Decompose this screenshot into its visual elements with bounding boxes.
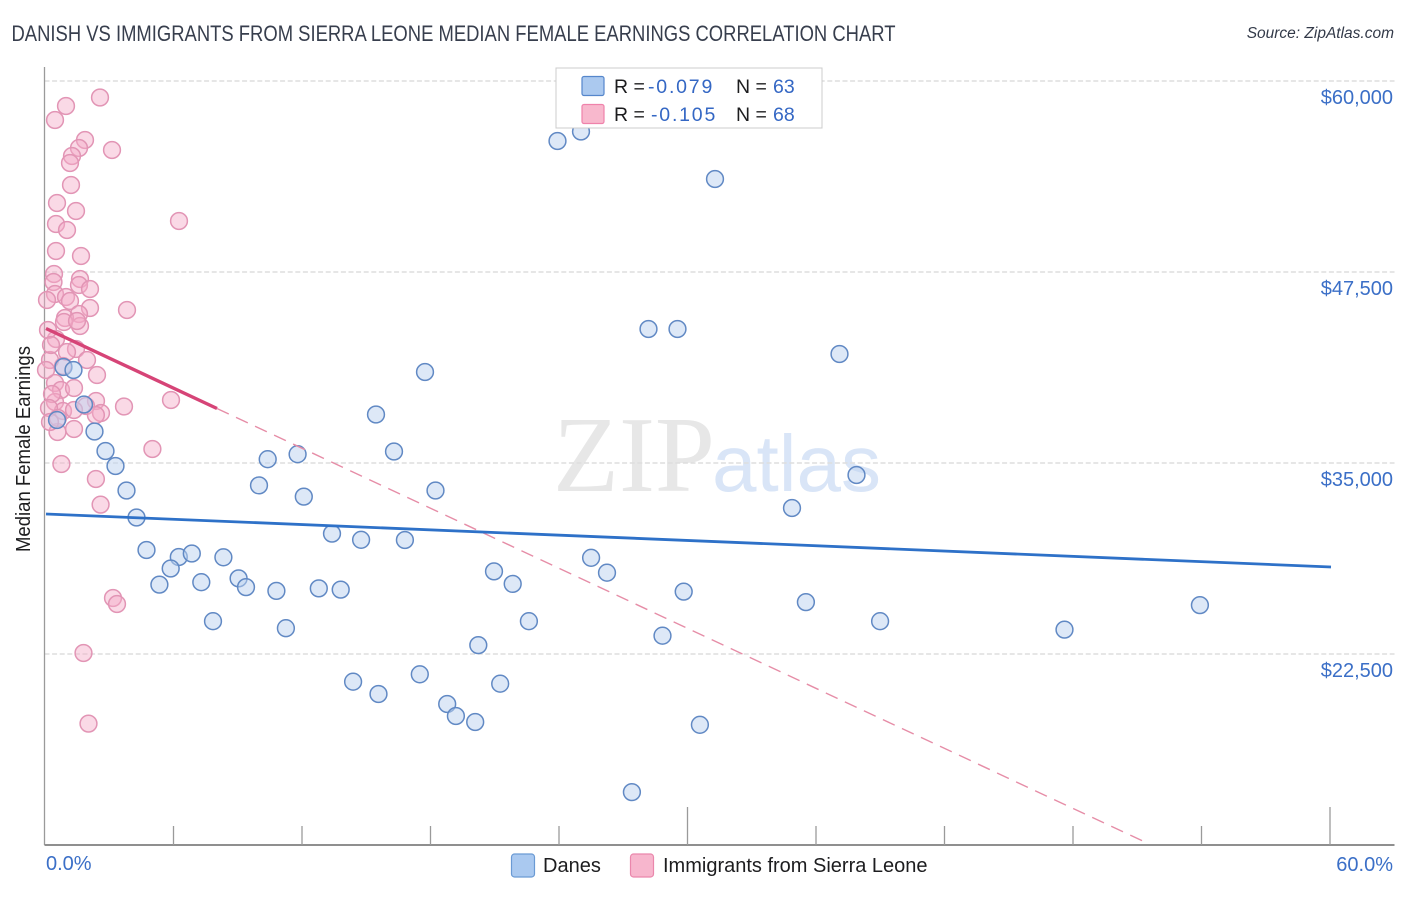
svg-text:DANISH VS IMMIGRANTS FROM SIER: DANISH VS IMMIGRANTS FROM SIERRA LEONE M… (12, 21, 896, 46)
svg-text:68: 68 (773, 104, 795, 126)
svg-text:$60,000: $60,000 (1321, 87, 1393, 109)
svg-text:Source: ZipAtlas.com: Source: ZipAtlas.com (1247, 25, 1394, 42)
svg-text:-0.079: -0.079 (648, 76, 714, 98)
svg-text:N =: N = (736, 76, 767, 98)
svg-text:ZIP: ZIP (553, 396, 715, 515)
svg-text:60.0%: 60.0% (1336, 854, 1393, 876)
svg-text:R =: R = (614, 76, 645, 98)
svg-text:$22,500: $22,500 (1321, 660, 1393, 682)
svg-text:Danes: Danes (543, 855, 601, 877)
svg-text:R =: R = (614, 104, 645, 126)
svg-text:Immigrants from Sierra Leone: Immigrants from Sierra Leone (663, 855, 928, 877)
svg-text:-0.105: -0.105 (651, 104, 717, 126)
svg-text:63: 63 (773, 76, 795, 98)
svg-text:0.0%: 0.0% (46, 853, 92, 875)
svg-text:$47,500: $47,500 (1321, 278, 1393, 300)
svg-text:N =: N = (736, 104, 767, 126)
svg-text:$35,000: $35,000 (1321, 469, 1393, 491)
svg-text:Median Female Earnings: Median Female Earnings (13, 346, 35, 552)
